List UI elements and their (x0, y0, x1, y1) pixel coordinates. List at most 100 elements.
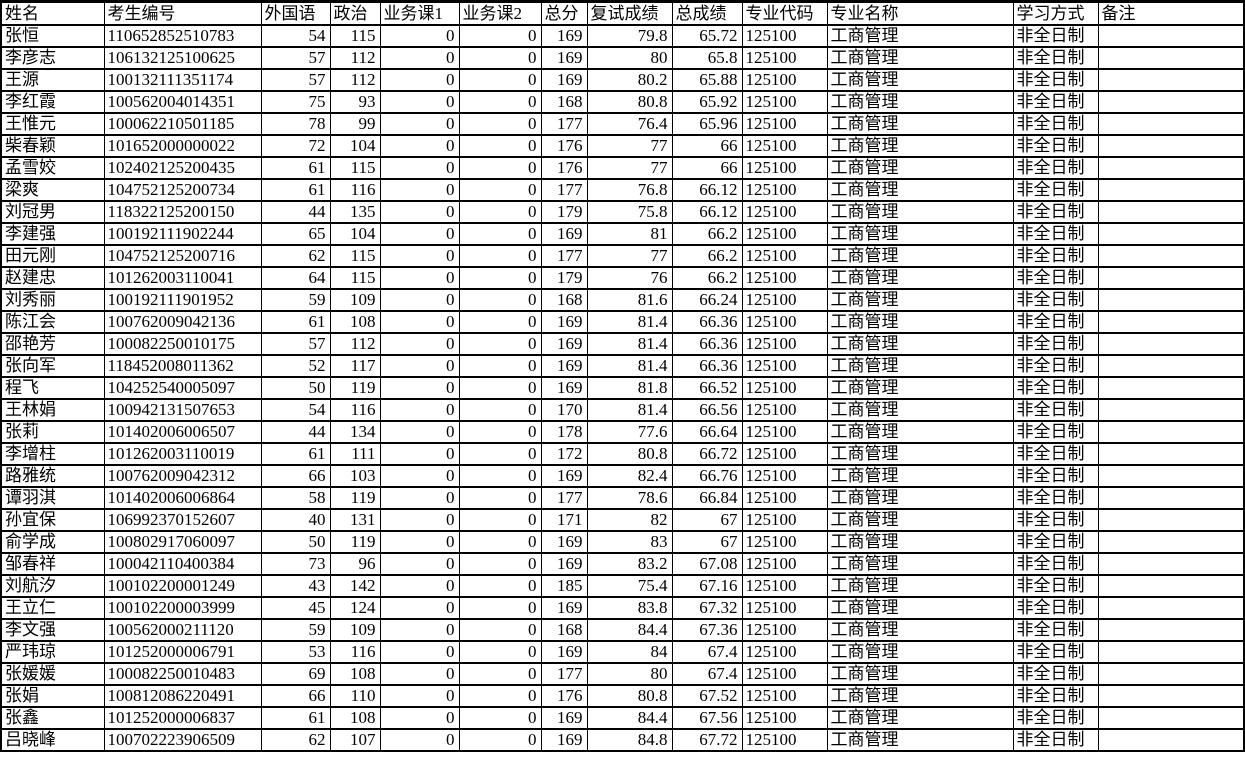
cell-major_code: 125100 (741, 508, 828, 532)
cell-major_name: 工商管理 (826, 68, 1014, 92)
cell-course2: 0 (458, 354, 542, 378)
cell-total_score: 179 (540, 266, 588, 290)
cell-candidate_no: 118452008011362 (103, 354, 262, 378)
cell-major_name: 工商管理 (826, 618, 1014, 642)
table-row: 李建强 100192111902244 65 104 0 0 169 81 66.2 125100… (0, 222, 1245, 246)
cell-name: 李文强 (0, 618, 105, 642)
cell-major_name: 工商管理 (826, 310, 1014, 334)
cell-total_score: 185 (540, 574, 588, 598)
cell-study_mode: 非全日制 (1012, 552, 1099, 576)
cell-final_score: 67.72 (671, 728, 743, 752)
cell-course1: 0 (379, 662, 460, 686)
cell-course1: 0 (379, 332, 460, 356)
cell-course1: 0 (379, 288, 460, 312)
cell-politics: 117 (329, 354, 381, 378)
cell-retest_score: 81 (586, 222, 673, 246)
cell-study_mode: 非全日制 (1012, 112, 1099, 136)
cell-remark (1097, 662, 1245, 686)
table-row: 李文强 100562000211120 59 109 0 0 168 84.4 67.36 125… (0, 618, 1245, 642)
cell-course1: 0 (379, 706, 460, 730)
table-row: 王惟元 100062210501185 78 99 0 0 177 76.4 65.96 1251… (0, 112, 1245, 136)
cell-remark (1097, 156, 1245, 180)
cell-final_score: 67.36 (671, 618, 743, 642)
cell-total_score: 177 (540, 178, 588, 202)
cell-course2: 0 (458, 376, 542, 400)
cell-major_code: 125100 (741, 266, 828, 290)
cell-politics: 131 (329, 508, 381, 532)
cell-politics: 112 (329, 68, 381, 92)
table-row: 田元刚 104752125200716 62 115 0 0 177 77 66.2 125100… (0, 244, 1245, 268)
cell-politics: 119 (329, 376, 381, 400)
cell-course2: 0 (458, 618, 542, 642)
cell-retest_score: 82 (586, 508, 673, 532)
cell-total_score: 169 (540, 24, 588, 48)
cell-course1: 0 (379, 222, 460, 246)
cell-final_score: 65.8 (671, 46, 743, 70)
cell-study_mode: 非全日制 (1012, 398, 1099, 422)
cell-name: 张莉 (0, 420, 105, 444)
cell-remark (1097, 574, 1245, 598)
cell-major_code: 125100 (741, 288, 828, 312)
cell-course1: 0 (379, 24, 460, 48)
cell-name: 李建强 (0, 222, 105, 246)
cell-name: 严玮琼 (0, 640, 105, 664)
cell-major_code: 125100 (741, 618, 828, 642)
cell-major_name: 工商管理 (826, 376, 1014, 400)
cell-course1: 0 (379, 134, 460, 158)
cell-course2: 0 (458, 706, 542, 730)
cell-total_score: 177 (540, 662, 588, 686)
cell-final_score: 65.72 (671, 24, 743, 48)
cell-remark (1097, 354, 1245, 378)
cell-total_score: 172 (540, 442, 588, 466)
cell-candidate_no: 101262003110041 (103, 266, 262, 290)
cell-retest_score: 82.4 (586, 464, 673, 488)
cell-final_score: 66 (671, 156, 743, 180)
cell-study_mode: 非全日制 (1012, 244, 1099, 268)
cell-name: 陈江会 (0, 310, 105, 334)
cell-candidate_no: 100702223906509 (103, 728, 262, 752)
cell-politics: 115 (329, 266, 381, 290)
cell-candidate_no: 104752125200734 (103, 178, 262, 202)
cell-politics: 96 (329, 552, 381, 576)
cell-final_score: 66.76 (671, 464, 743, 488)
cell-total_score: 176 (540, 156, 588, 180)
cell-total_score: 169 (540, 530, 588, 554)
cell-major_name: 工商管理 (826, 574, 1014, 598)
cell-retest_score: 80.8 (586, 442, 673, 466)
column-header-remark: 备注 (1097, 0, 1245, 26)
cell-politics: 104 (329, 134, 381, 158)
cell-politics: 115 (329, 156, 381, 180)
cell-final_score: 67.16 (671, 574, 743, 598)
cell-course2: 0 (458, 464, 542, 488)
cell-major_code: 125100 (741, 486, 828, 510)
cell-remark (1097, 530, 1245, 554)
cell-candidate_no: 100192111901952 (103, 288, 262, 312)
cell-total_score: 176 (540, 684, 588, 708)
cell-course1: 0 (379, 530, 460, 554)
cell-final_score: 66.2 (671, 266, 743, 290)
cell-course2: 0 (458, 420, 542, 444)
cell-remark (1097, 112, 1245, 136)
cell-politics: 111 (329, 442, 381, 466)
cell-final_score: 66.2 (671, 244, 743, 268)
cell-final_score: 66.56 (671, 398, 743, 422)
cell-study_mode: 非全日制 (1012, 156, 1099, 180)
cell-remark (1097, 684, 1245, 708)
cell-foreign_language: 54 (260, 398, 331, 422)
table-row: 张鑫 101252000006837 61 108 0 0 169 84.4 67.56 1251… (0, 706, 1245, 730)
cell-remark (1097, 420, 1245, 444)
cell-retest_score: 80.2 (586, 68, 673, 92)
table-row: 张媛媛 100082250010483 69 108 0 0 177 80 67.4 125100… (0, 662, 1245, 686)
table-row: 柴春颖 101652000000022 72 104 0 0 176 77 66 125100 工商… (0, 134, 1245, 158)
cell-study_mode: 非全日制 (1012, 486, 1099, 510)
cell-candidate_no: 101252000006791 (103, 640, 262, 664)
cell-study_mode: 非全日制 (1012, 134, 1099, 158)
column-header-retest_score: 复试成绩 (586, 0, 673, 26)
cell-final_score: 67.08 (671, 552, 743, 576)
table-row: 王林娟 100942131507653 54 116 0 0 170 81.4 66.56 125… (0, 398, 1245, 422)
cell-course1: 0 (379, 618, 460, 642)
cell-major_code: 125100 (741, 310, 828, 334)
table-row: 赵建忠 101262003110041 64 115 0 0 179 76 66.2 125100… (0, 266, 1245, 290)
cell-major_code: 125100 (741, 442, 828, 466)
cell-candidate_no: 100102200003999 (103, 596, 262, 620)
